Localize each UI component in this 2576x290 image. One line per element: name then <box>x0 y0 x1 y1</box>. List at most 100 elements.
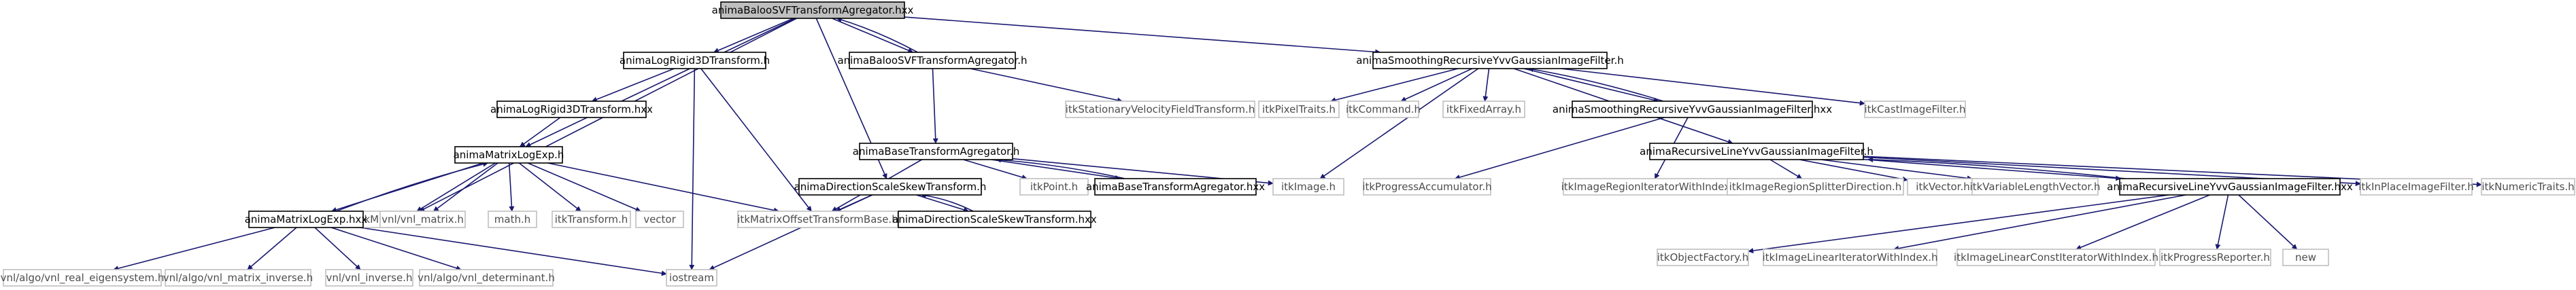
node-itktransform[interactable]: itkTransform.h <box>552 211 631 228</box>
node-box-dirscalehxx <box>898 211 1091 228</box>
node-label-matrixloghxx: animaMatrixLogExp.hxx <box>245 213 368 225</box>
node-label-pixeltraits: itkPixelTraits.h <box>1262 103 1336 115</box>
node-box-balooh <box>849 52 1016 69</box>
node-dirscalehxx[interactable]: animaDirectionScaleSkewTransform.hxx <box>892 211 1097 228</box>
edge-matrixloghxx-to-determinant <box>331 227 462 271</box>
node-stationary[interactable]: itkStationaryVelocityFieldTransform.h <box>1065 101 1255 118</box>
edge-recursiveh-to-regionsplitter <box>1769 159 1803 179</box>
node-label-math: math.h <box>494 213 530 225</box>
node-matrixlogh[interactable]: animaMatrixLogExp.h <box>454 146 564 164</box>
edge-smoothhxx-to-smoothh <box>1527 67 1664 102</box>
edge-recursivehxx-to-linearconstiter <box>2075 194 2210 250</box>
node-objectfactory[interactable]: itkObjectFactory.h <box>1657 249 1749 266</box>
node-progressacc[interactable]: itkProgressAccumulator.h <box>1362 178 1492 196</box>
node-matrixinverse[interactable]: vnl/algo/vnl_matrix_inverse.h <box>163 269 313 287</box>
node-root[interactable]: animaBalooSVFTransformAgregator.hxx <box>712 1 914 19</box>
node-basetrhxx[interactable]: animaBaseTransformAgregator.hxx <box>1086 178 1265 196</box>
node-box-objectfactory <box>1657 249 1749 266</box>
edge-logrigid-to-iostream <box>689 68 696 270</box>
node-matrixloghxx[interactable]: animaMatrixLogExp.hxx <box>245 211 368 228</box>
node-vnlmatrix[interactable]: vnl/vnl_matrix.h <box>379 211 466 228</box>
node-fixedarray[interactable]: itkFixedArray.h <box>1442 101 1525 118</box>
node-label-linearconstiter: itkImageLinearConstIteratorWithIndex.h <box>1954 251 2158 264</box>
edge-recursiveh-to-recursivehxx <box>1863 158 2122 181</box>
edge-matrixlogh-to-multithreader <box>416 162 496 212</box>
node-numerictraits[interactable]: itkNumericTraits.h <box>2481 178 2575 196</box>
edge-basetrh-to-basetrhxx <box>991 159 1121 181</box>
node-castimage[interactable]: itkCastImageFilter.h <box>1864 101 1966 118</box>
edge-balooh-to-stationary <box>970 68 1123 103</box>
edge-basetrhxx-to-basetrh <box>995 157 1125 179</box>
node-logrigidhxx[interactable]: animaLogRigid3DTransform.hxx <box>490 101 653 118</box>
node-recursiveh[interactable]: animaRecursiveLineYvvGaussianImageFilter… <box>1640 143 1874 160</box>
node-balooh[interactable]: animaBalooSVFTransformAgregator.h <box>837 52 1028 69</box>
node-recursivehxx[interactable]: animaRecursiveLineYvvGaussianImageFilter… <box>2107 178 2353 196</box>
node-realeigen[interactable]: vnl/algo/vnl_real_eigensystem.h <box>1 269 165 287</box>
edge-root-to-balooh <box>832 18 914 53</box>
node-itkpoint[interactable]: itkPoint.h <box>1019 178 1089 196</box>
node-determinant[interactable]: vnl/algo/vnl_determinant.h <box>418 269 555 287</box>
edge-recursivehxx-to-progressrep <box>2215 194 2229 250</box>
node-progressrep[interactable]: itkProgressReporter.h <box>2159 249 2271 266</box>
node-matrixoffset[interactable]: itkMatrixOffsetTransformBase.h <box>737 211 898 228</box>
node-label-varlenvector: itkVariableLengthVector.h <box>1970 181 2101 193</box>
node-pixeltraits[interactable]: itkPixelTraits.h <box>1258 101 1340 118</box>
node-regionsplitter[interactable]: itkImageRegionSplitterDirection.h <box>1727 178 1904 196</box>
node-box-realeigen <box>3 269 162 287</box>
node-box-vnlmatrix <box>379 211 466 228</box>
node-box-stationary <box>1065 101 1255 118</box>
edge-matrixloghxx-to-matrixlogh <box>336 161 489 212</box>
node-varlenvector[interactable]: itkVariableLengthVector.h <box>1970 178 2101 196</box>
node-label-itkvector: itkVector.h <box>1916 181 1969 193</box>
node-label-dirscalehxx: animaDirectionScaleSkewTransform.hxx <box>892 213 1097 225</box>
node-vnlinverse[interactable]: vnl/vnl_inverse.h <box>325 269 413 287</box>
node-box-progressacc <box>1363 178 1491 196</box>
node-inplace[interactable]: itkInPlaceImageFilter.h <box>2358 178 2474 196</box>
node-box-command <box>1347 101 1419 118</box>
node-box-varlenvector <box>1971 178 2099 196</box>
node-box-logrigid <box>623 52 766 69</box>
edge-matrixlogh-to-matrixoffset <box>547 162 779 213</box>
node-regioniterindex[interactable]: itkImageRegionIteratorWithIndex.h <box>1561 178 1740 196</box>
edge-smoothh-to-command <box>1400 68 1473 102</box>
node-box-vnlinverse <box>325 269 413 287</box>
node-linearconstiter[interactable]: itkImageLinearConstIteratorWithIndex.h <box>1954 249 2158 266</box>
node-smoothh[interactable]: animaSmoothingRecursiveYvvGaussianImageF… <box>1356 52 1624 69</box>
node-itkimage[interactable]: itkImage.h <box>1272 178 1344 196</box>
node-box-itktransform <box>552 211 631 228</box>
node-iostream[interactable]: iostream <box>666 269 717 287</box>
edge-smoothh-to-itkimage <box>1319 68 1479 179</box>
node-logrigid[interactable]: animaLogRigid3DTransform.h <box>620 52 770 69</box>
node-label-castimage: itkCastImageFilter.h <box>1864 103 1965 115</box>
node-lineariter[interactable]: itkImageLinearIteratorWithIndex.h <box>1762 249 1938 266</box>
node-smoothhxx[interactable]: animaSmoothingRecursiveYvvGaussianImageF… <box>1553 101 1832 118</box>
node-box-new <box>2282 249 2329 266</box>
node-vector[interactable]: vector <box>635 211 684 228</box>
node-box-determinant <box>419 269 554 287</box>
node-box-dirscaleh <box>798 178 982 196</box>
node-label-objectfactory: itkObjectFactory.h <box>1657 251 1749 264</box>
node-box-itkimage <box>1272 178 1344 196</box>
edge-smoothhxx-to-progressacc <box>1454 117 1665 180</box>
node-box-iostream <box>666 269 717 287</box>
node-math[interactable]: math.h <box>488 211 537 228</box>
node-new[interactable]: new <box>2282 249 2329 266</box>
edge-balooh-to-basetrh <box>932 68 938 144</box>
node-command[interactable]: itkCommand.h <box>1346 101 1421 118</box>
node-label-logrigid: animaLogRigid3DTransform.h <box>620 54 770 67</box>
edge-matrixlogh-to-vnlmatrix <box>433 162 498 212</box>
node-label-vector: vector <box>643 213 676 225</box>
edge-dirscaleh-to-iostream <box>709 194 873 270</box>
node-label-regionsplitter: itkImageRegionSplitterDirection.h <box>1729 181 1902 193</box>
node-basetrh[interactable]: animaBaseTransformAgregator.h <box>853 143 1020 160</box>
node-itkvector[interactable]: itkVector.h <box>1907 178 1979 196</box>
edge-recursivehxx-to-objectfactory <box>1748 194 2169 254</box>
node-dirscaleh[interactable]: animaDirectionScaleSkewTransform.h <box>794 178 987 196</box>
node-label-inplace: itkInPlaceImageFilter.h <box>2358 181 2474 193</box>
node-label-matrixinverse: vnl/algo/vnl_matrix_inverse.h <box>163 272 313 285</box>
edge-balooh-to-root <box>836 17 918 53</box>
node-label-command: itkCommand.h <box>1346 103 1421 115</box>
node-box-itkvector <box>1907 178 1979 196</box>
edge-recursivehxx-to-recursiveh <box>1867 157 2126 179</box>
